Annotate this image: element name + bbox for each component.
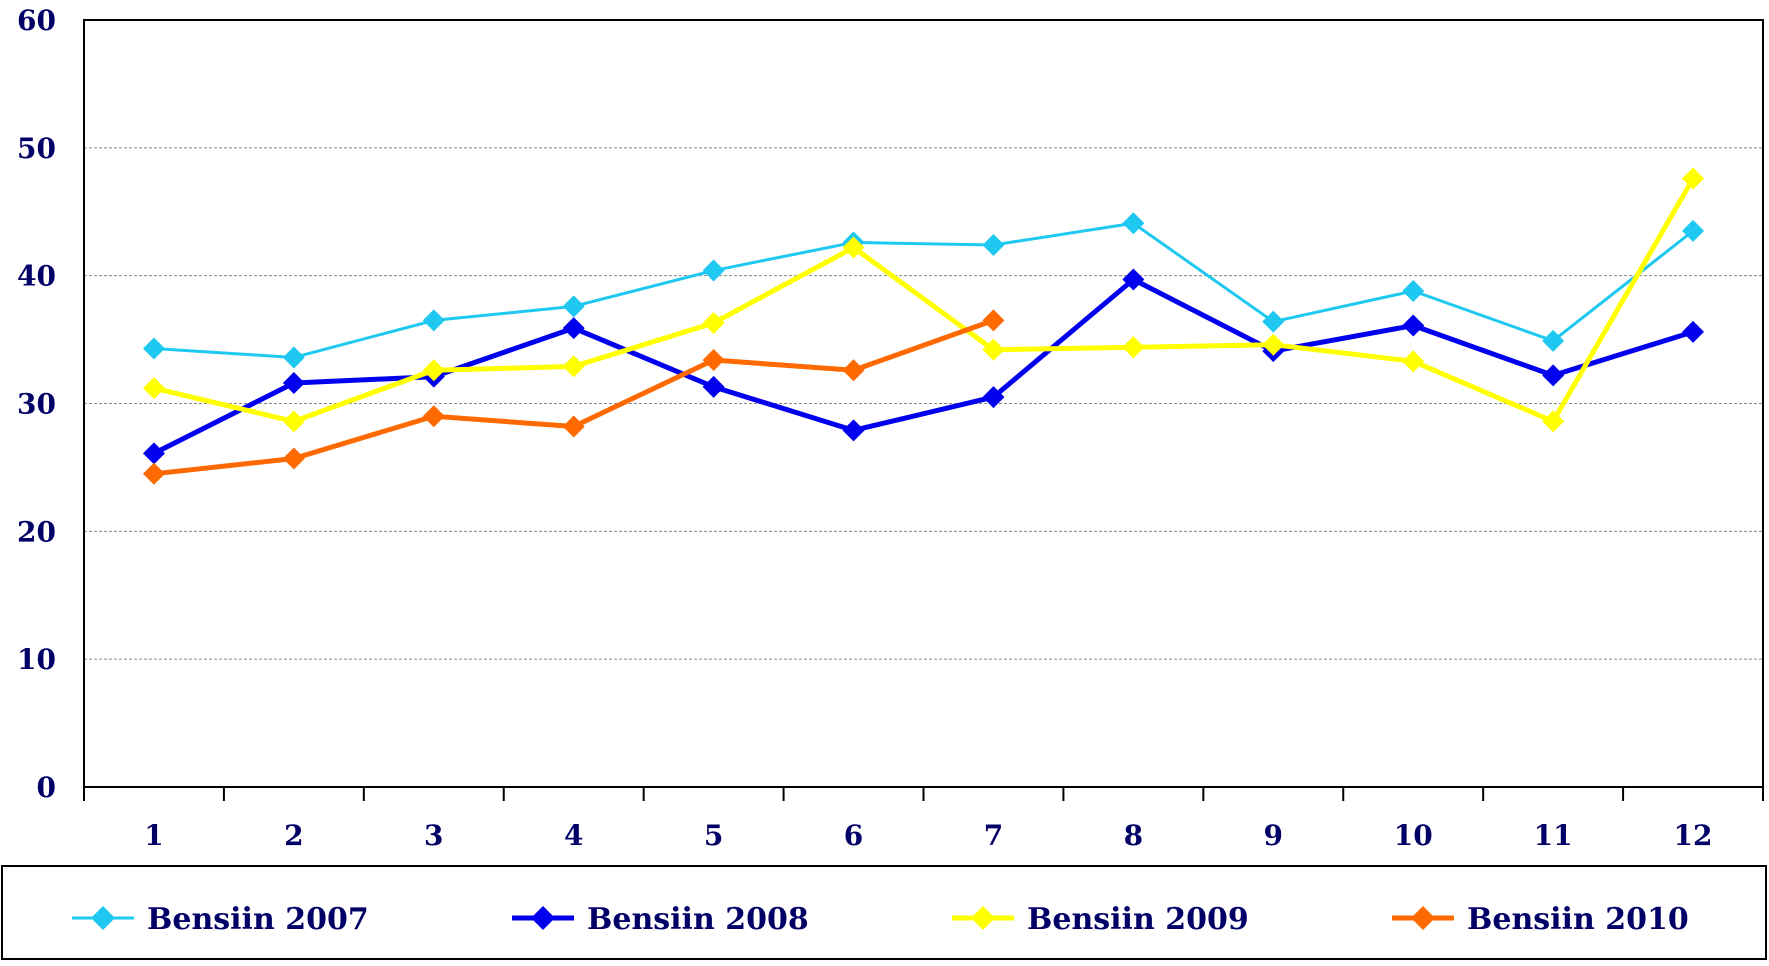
y-tick-label: 40 [17, 260, 56, 293]
data-point [422, 359, 445, 382]
data-point [1402, 314, 1425, 337]
x-tick-label: 5 [704, 819, 723, 852]
data-point [1262, 310, 1285, 333]
data-point [842, 419, 865, 442]
series-line [153, 177, 1696, 424]
data-point [982, 309, 1005, 332]
series-lines [142, 167, 1705, 485]
data-point [1122, 212, 1145, 235]
data-point [1542, 410, 1565, 433]
legend-marker [91, 906, 115, 930]
data-point [142, 462, 165, 485]
data-point [842, 236, 865, 259]
legend-item: Bensiin 2010 [1392, 902, 1689, 937]
series-bensiin-2010 [142, 309, 1005, 485]
data-point [562, 317, 585, 340]
y-tick-label: 30 [17, 388, 56, 421]
data-point [142, 337, 165, 360]
y-tick-label: 10 [17, 643, 56, 676]
data-point [282, 410, 305, 433]
legend-label: Bensiin 2007 [147, 902, 369, 937]
x-tick-label: 10 [1394, 819, 1433, 852]
y-tick-label: 50 [17, 132, 56, 165]
legend-label: Bensiin 2008 [587, 902, 809, 937]
x-tick-label: 2 [284, 819, 303, 852]
legend-box [1, 865, 1767, 960]
x-axis-ticks [83, 787, 1764, 801]
data-point [1402, 280, 1425, 303]
series-line [153, 318, 995, 477]
data-point [702, 311, 725, 334]
y-tick-label: 0 [37, 771, 56, 804]
x-tick-label: 12 [1674, 819, 1713, 852]
data-point [1262, 333, 1285, 356]
x-tick-label: 3 [424, 819, 443, 852]
y-axis-tick-labels: 0 10 20 30 40 50 60 [17, 4, 56, 804]
legend-label: Bensiin 2010 [1467, 902, 1689, 937]
data-point [422, 309, 445, 332]
data-point [282, 346, 305, 369]
series-bensiin-2007 [142, 212, 1705, 369]
data-point [562, 415, 585, 438]
series-bensiin-2009 [142, 167, 1705, 433]
data-point [702, 349, 725, 372]
data-point [562, 355, 585, 378]
legend-marker [971, 906, 995, 930]
data-point [142, 442, 165, 465]
data-point [1682, 167, 1705, 190]
legend-marker [531, 906, 555, 930]
data-point [282, 447, 305, 470]
data-point [1542, 329, 1565, 352]
data-point [1682, 219, 1705, 242]
legend-item: Bensiin 2008 [512, 902, 809, 937]
legend: Bensiin 2007 Bensiin 2008 Bensiin 2009 Bens… [1, 865, 1767, 960]
x-tick-label: 1 [144, 819, 163, 852]
legend-item: Bensiin 2007 [72, 902, 369, 937]
data-point [982, 233, 1005, 256]
x-tick-label: 7 [984, 819, 1003, 852]
data-point [1402, 350, 1425, 373]
data-point [1682, 320, 1705, 343]
data-point [702, 375, 725, 398]
data-point [1122, 336, 1145, 359]
data-point [562, 295, 585, 318]
data-point [1122, 268, 1145, 291]
legend-item: Bensiin 2009 [952, 902, 1249, 937]
series-line [153, 221, 1694, 359]
x-tick-label: 6 [844, 819, 863, 852]
data-point [982, 386, 1005, 409]
data-point [982, 338, 1005, 361]
x-axis-tick-labels: 1 2 3 4 5 6 7 8 9 10 11 12 [144, 819, 1712, 852]
y-tick-label: 20 [17, 515, 56, 548]
series-line [152, 277, 1694, 456]
x-tick-label: 11 [1534, 819, 1573, 852]
data-point [142, 377, 165, 400]
data-point [842, 359, 865, 382]
data-point [1542, 364, 1565, 387]
data-point [422, 405, 445, 428]
x-tick-label: 9 [1264, 819, 1283, 852]
legend-label: Bensiin 2009 [1027, 902, 1249, 937]
x-tick-label: 8 [1124, 819, 1143, 852]
data-point [282, 372, 305, 395]
y-tick-label: 60 [17, 4, 56, 37]
x-tick-label: 4 [564, 819, 583, 852]
legend-marker [1411, 906, 1435, 930]
data-point [702, 259, 725, 282]
